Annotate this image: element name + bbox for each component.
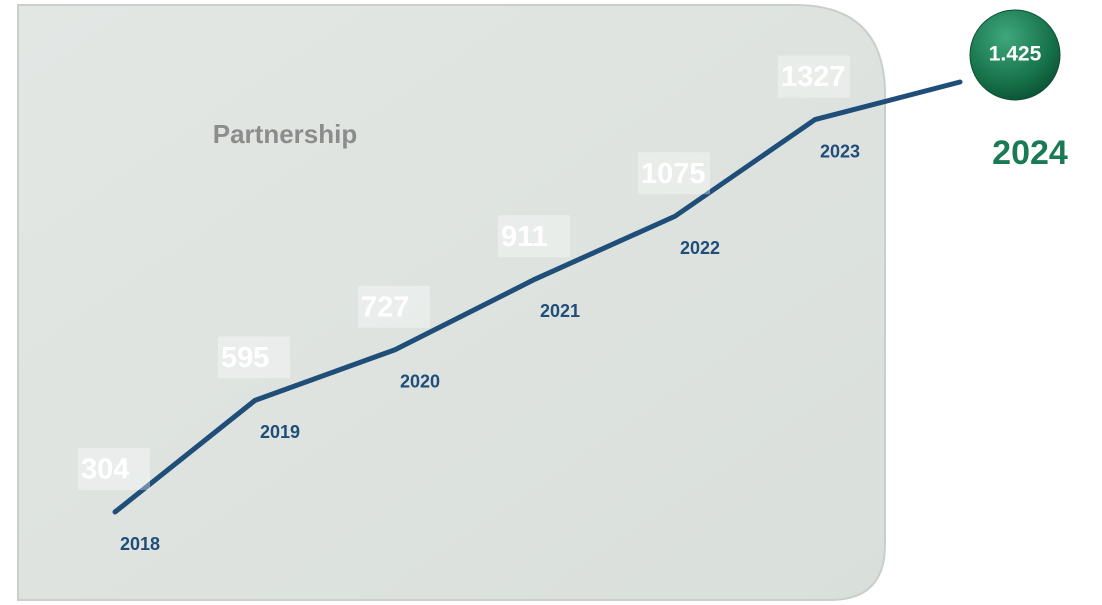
value-label-box	[778, 55, 850, 98]
line	[112, 79, 963, 515]
value-label: 595	[221, 342, 269, 374]
value-label: 1075	[641, 158, 706, 190]
value-label: 304	[81, 454, 129, 486]
value-label-box	[498, 215, 570, 258]
value-label: 727	[361, 291, 409, 323]
highlight-bubble	[969, 9, 1061, 101]
value-label: 1.425	[989, 43, 1042, 66]
value-label-box	[78, 448, 150, 490]
chart-title: Partnership	[213, 119, 358, 149]
x-label: 2022	[680, 238, 720, 258]
value-label-box	[638, 152, 710, 195]
x-label: 2018	[120, 534, 160, 554]
x-label: 2020	[400, 371, 440, 391]
x-label: 2023	[820, 141, 860, 161]
x-label: 2019	[260, 422, 300, 442]
value-label-box	[218, 336, 290, 379]
panel	[17, 4, 886, 601]
x-label: 2021	[540, 301, 580, 321]
value-label: 911	[501, 221, 548, 253]
value-label: 1327	[781, 61, 846, 93]
x-label: 2024	[992, 134, 1068, 172]
value-label-box	[358, 285, 430, 328]
